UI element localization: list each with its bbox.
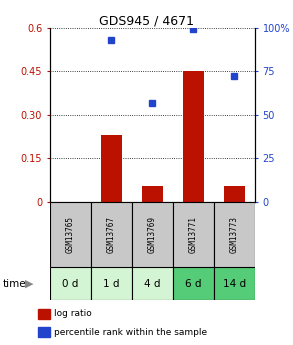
Text: GDS945 / 4671: GDS945 / 4671 <box>99 14 194 28</box>
Bar <box>132 267 173 300</box>
Text: GSM13773: GSM13773 <box>230 216 239 253</box>
Text: ▶: ▶ <box>25 279 34 288</box>
Text: 0 d: 0 d <box>62 279 79 289</box>
Text: GSM13769: GSM13769 <box>148 216 157 253</box>
Bar <box>173 202 214 267</box>
Bar <box>101 135 122 202</box>
Text: GSM13765: GSM13765 <box>66 216 75 253</box>
Bar <box>91 202 132 267</box>
Bar <box>50 267 91 300</box>
Bar <box>50 202 91 267</box>
Text: GSM13771: GSM13771 <box>189 216 198 253</box>
Text: time: time <box>3 279 27 288</box>
Text: percentile rank within the sample: percentile rank within the sample <box>54 328 207 337</box>
Bar <box>183 71 204 202</box>
Bar <box>91 267 132 300</box>
Bar <box>173 267 214 300</box>
Bar <box>132 202 173 267</box>
Bar <box>142 186 163 202</box>
Text: 14 d: 14 d <box>223 279 246 289</box>
Text: 4 d: 4 d <box>144 279 161 289</box>
Text: 1 d: 1 d <box>103 279 120 289</box>
Bar <box>214 202 255 267</box>
Text: log ratio: log ratio <box>54 309 92 318</box>
Text: GSM13767: GSM13767 <box>107 216 116 253</box>
Text: 6 d: 6 d <box>185 279 202 289</box>
Bar <box>214 267 255 300</box>
Bar <box>224 186 245 202</box>
